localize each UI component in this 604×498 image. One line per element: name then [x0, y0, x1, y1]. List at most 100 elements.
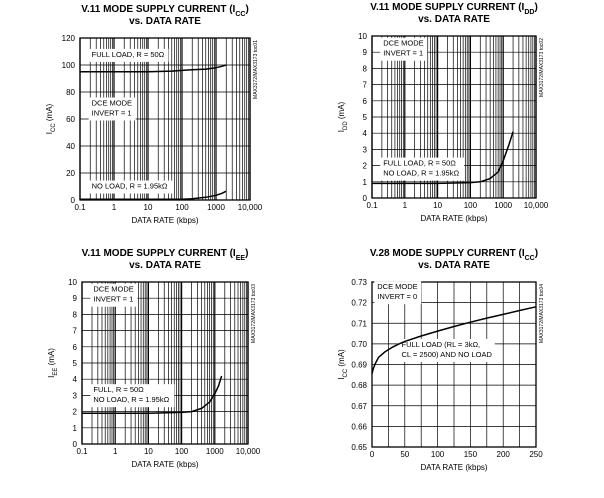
series-line	[82, 375, 223, 414]
y-tick-label: 0.69	[351, 361, 367, 370]
annotation-text: NO LOAD, R = 1.95kΩ	[92, 182, 168, 191]
x-axis-label: DATA RATE (kbps)	[420, 463, 487, 472]
annotation-background	[90, 384, 175, 408]
chart-1: 0.1 1 10 100 1000 10,000 0 20 40 60 80 100 120 V.11 M…	[45, 4, 263, 225]
annotation-text: DCE MODE INVERT = 1	[93, 285, 133, 304]
annotation-line: DCE MODE	[377, 282, 417, 291]
x-tick-label: 10,000	[238, 203, 263, 212]
annotation-text: DCE MODE INVERT = 0	[377, 282, 417, 301]
x-tick-label: 150	[464, 450, 478, 459]
series-line	[372, 131, 514, 185]
annotation-text: FULL LOAD, R = 50Ω	[92, 50, 165, 59]
x-tick-label: 1	[112, 203, 117, 212]
chart-subtitle: vs. DATA RATE	[129, 16, 201, 27]
annotation: FULL LOAD, R = 50Ω NO LOAD, R = 1.95kΩ	[380, 157, 465, 181]
x-axis-label: DATA RATE (kbps)	[420, 214, 487, 223]
annotation: FULL LOAD (RL = 3kΩ, CL = 2500) AND NO LO…	[398, 338, 495, 362]
y-tick-label: 7	[73, 327, 78, 336]
annotation-line: FULL LOAD, R = 50Ω	[383, 159, 456, 168]
y-tick-label: 80	[66, 88, 75, 97]
x-tick-label: 1000	[494, 201, 512, 210]
y-tick-label: 0	[363, 194, 368, 203]
chart-subtitle: vs. DATA RATE	[418, 260, 490, 271]
y-tick-label: 0	[73, 440, 78, 449]
annotation-background	[374, 281, 422, 305]
annotation-text: FULL LOAD (RL = 3kΩ, CL = 2500) AND NO LO…	[402, 340, 493, 359]
x-tick-label: 10	[144, 447, 153, 456]
y-tick-label: 3	[363, 145, 368, 154]
annotation-line: NO LOAD, R = 1.95kΩ	[92, 182, 168, 191]
y-tick-label: 0.66	[351, 422, 367, 431]
chart-4: 0 50 100 150 200 250 0.65 0.66 0.67 0.68 0.69 0.70 0…	[337, 248, 545, 472]
y-tick-label: 0.65	[351, 443, 367, 452]
y-tick-label: 0.73	[351, 278, 367, 287]
series-line	[371, 306, 537, 374]
annotation: DCE MODE INVERT = 1	[90, 283, 138, 307]
annotation-text: FULL, R = 50Ω NO LOAD, R = 1.95kΩ	[93, 385, 169, 404]
chart-subtitle: vs. DATA RATE	[129, 260, 201, 271]
annotation: FULL, R = 50Ω NO LOAD, R = 1.95kΩ	[90, 384, 175, 408]
y-axis-label: ICC (mA)	[337, 349, 349, 380]
plot-frame	[371, 281, 537, 448]
x-tick-label: 100	[431, 450, 445, 459]
chart-3: 0.1 1 10 100 1000 10,000 0 1 2 3 4 5 6 7 8 9 10 V.11 MODE…	[47, 248, 261, 469]
chart-title: V.11 MODE SUPPLY CURRENT (IDD)	[370, 2, 538, 16]
x-tick-label: 1000	[207, 203, 225, 212]
x-tick-label: 1	[113, 447, 118, 456]
annotation-line: CL = 2500) AND NO LOAD	[402, 350, 493, 359]
annotation-background	[88, 48, 169, 62]
annotation-line: INVERT = 0	[377, 292, 417, 301]
y-tick-label: 120	[62, 34, 76, 43]
y-tick-label: 1	[73, 424, 78, 433]
series-line	[80, 64, 227, 73]
y-tick-label: 4	[73, 375, 78, 384]
plot-frame	[81, 281, 249, 445]
y-axis-label: ICC (mA)	[45, 103, 57, 134]
annotation-line: DCE MODE	[93, 285, 133, 294]
y-tick-label: 40	[66, 142, 75, 151]
y-axis-label: IDD (mA)	[337, 101, 349, 132]
annotation-line: NO LOAD, R = 1.95kΩ	[93, 395, 169, 404]
y-tick-label: 2	[73, 408, 78, 417]
annotation-line: DCE MODE	[383, 39, 423, 48]
chart-title: V.11 MODE SUPPLY CURRENT (ICC)	[81, 4, 249, 18]
annotation-line: INVERT = 1	[383, 49, 423, 58]
y-tick-label: 0	[71, 196, 76, 205]
x-tick-label: 50	[400, 450, 409, 459]
y-tick-label: 1	[363, 178, 368, 187]
annotation-line: INVERT = 1	[92, 109, 132, 118]
y-tick-label: 60	[66, 115, 75, 124]
y-tick-label: 6	[363, 97, 368, 106]
annotation-line: DCE MODE	[92, 99, 132, 108]
x-tick-label: 0.1	[74, 203, 86, 212]
annotation-line: INVERT = 1	[93, 295, 133, 304]
y-axis-label: IEE (mA)	[47, 348, 59, 378]
y-tick-label: 5	[363, 113, 368, 122]
chart-subtitle: vs. DATA RATE	[418, 14, 490, 25]
x-tick-label: 100	[464, 201, 478, 210]
y-tick-label: 0.71	[351, 319, 367, 328]
part-code: MAX3172/MAX3173 toc01	[253, 40, 259, 99]
x-tick-label: 1000	[206, 447, 224, 456]
chart-title: V.28 MODE SUPPLY CURRENT (ICC)	[370, 248, 538, 262]
chart-2: 0.1 1 10 100 1000 10,000 0 1 2 3 4 5 6 7 8 9 10 V.11 MODE…	[337, 2, 549, 223]
y-tick-label: 4	[363, 129, 368, 138]
y-tick-label: 8	[363, 64, 368, 73]
annotation: DCE MODE INVERT = 0	[374, 281, 422, 305]
y-tick-label: 2	[363, 162, 368, 171]
x-tick-label: 0	[370, 450, 375, 459]
annotation: DCE MODE INVERT = 1	[88, 97, 136, 121]
y-tick-label: 5	[73, 359, 78, 368]
x-tick-label: 1	[403, 201, 408, 210]
y-tick-label: 20	[66, 169, 75, 178]
y-tick-label: 10	[68, 278, 77, 287]
y-tick-label: 0.67	[351, 402, 367, 411]
y-tick-label: 100	[62, 61, 76, 70]
annotation-background	[398, 338, 495, 362]
annotation-line: FULL, R = 50Ω	[93, 385, 144, 394]
part-code: MAX3172/MAX3173 toc02	[539, 38, 545, 97]
x-axis-label: DATA RATE (kbps)	[131, 460, 198, 469]
x-tick-label: 100	[175, 203, 189, 212]
y-tick-label: 0.68	[351, 381, 367, 390]
annotation: DCE MODE INVERT = 1	[380, 37, 428, 61]
